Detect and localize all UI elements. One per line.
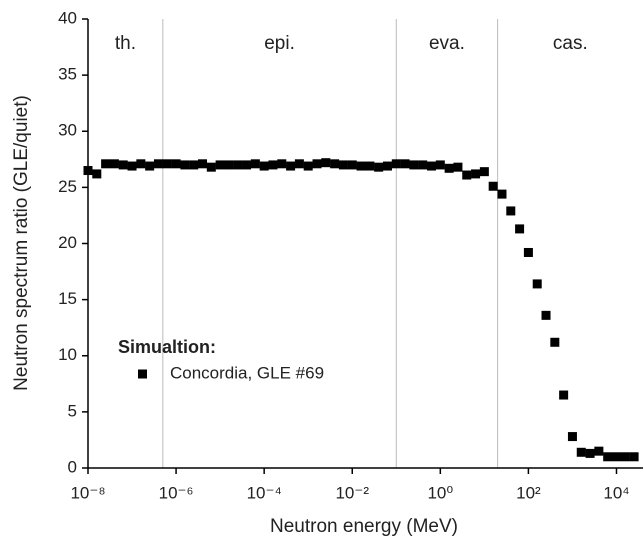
- y-tick-label: 0: [68, 457, 77, 476]
- point: [400, 159, 410, 169]
- point: [550, 337, 560, 347]
- point: [303, 161, 313, 171]
- point: [585, 448, 595, 458]
- point: [382, 161, 392, 171]
- region-label: cas.: [553, 33, 588, 54]
- point: [338, 160, 348, 170]
- y-tick-label: 35: [58, 65, 77, 84]
- x-tick-label: 10²: [516, 483, 541, 502]
- point: [611, 452, 621, 462]
- point: [471, 169, 481, 179]
- x-tick-label: 10⁻⁴: [247, 483, 282, 502]
- point: [365, 161, 375, 171]
- point: [488, 181, 498, 191]
- point: [198, 159, 208, 169]
- point: [435, 160, 445, 170]
- point: [603, 452, 613, 462]
- point: [523, 247, 533, 257]
- point: [206, 162, 216, 172]
- point: [559, 390, 569, 400]
- y-tick-label: 25: [58, 177, 77, 196]
- y-tick-label: 15: [58, 289, 77, 308]
- point: [83, 166, 93, 176]
- point: [506, 206, 516, 216]
- point: [541, 310, 551, 320]
- point: [153, 159, 163, 169]
- point: [409, 160, 419, 170]
- point: [224, 160, 234, 170]
- point: [118, 160, 128, 170]
- y-axis-label: Neutron spectrum ratio (GLE/quiet): [11, 95, 32, 391]
- point: [391, 159, 401, 169]
- point: [162, 159, 172, 169]
- point: [444, 163, 454, 173]
- y-tick-label: 20: [58, 233, 77, 252]
- point: [101, 159, 111, 169]
- point: [286, 161, 296, 171]
- point: [180, 160, 190, 170]
- y-tick-label: 40: [58, 8, 77, 27]
- point: [189, 160, 199, 170]
- point: [277, 159, 287, 169]
- x-tick-label: 10⁻⁶: [159, 483, 194, 502]
- point: [268, 160, 278, 170]
- point: [127, 161, 137, 171]
- point: [294, 159, 304, 169]
- point: [92, 169, 102, 179]
- x-tick-label: 10⁴: [603, 483, 629, 502]
- region-label: th.: [115, 33, 136, 54]
- region-label: eva.: [429, 33, 465, 54]
- point: [479, 167, 489, 177]
- point: [330, 159, 340, 169]
- x-tick-label: 10⁻²: [335, 483, 369, 502]
- point: [171, 159, 181, 169]
- x-axis-label: Neutron energy (MeV): [270, 516, 458, 537]
- point: [374, 162, 384, 172]
- legend-marker: [138, 369, 147, 379]
- point: [453, 162, 463, 172]
- x-tick-label: 10⁻⁸: [70, 483, 105, 502]
- point: [515, 224, 525, 234]
- legend-label: Concordia, GLE #69: [170, 363, 324, 382]
- legend-title: Simualtion:: [118, 337, 216, 357]
- x-tick-label: 10⁰: [427, 483, 453, 502]
- point: [427, 161, 437, 171]
- point: [321, 158, 331, 168]
- point: [233, 160, 243, 170]
- point: [259, 161, 269, 171]
- point: [109, 159, 119, 169]
- point: [312, 159, 322, 169]
- point: [347, 160, 357, 170]
- y-tick-label: 10: [58, 345, 77, 364]
- point: [462, 170, 472, 180]
- y-tick-label: 5: [68, 401, 77, 420]
- point: [576, 447, 586, 457]
- region-label: epi.: [264, 33, 295, 54]
- point: [567, 432, 577, 442]
- point: [497, 189, 507, 199]
- point: [215, 160, 225, 170]
- point: [242, 160, 252, 170]
- point: [418, 160, 428, 170]
- point: [136, 159, 146, 169]
- point: [250, 159, 260, 169]
- point: [620, 452, 630, 462]
- point: [629, 452, 639, 462]
- point: [594, 446, 604, 456]
- point: [356, 161, 366, 171]
- point: [145, 161, 155, 171]
- point: [532, 279, 542, 289]
- y-tick-label: 30: [58, 121, 77, 140]
